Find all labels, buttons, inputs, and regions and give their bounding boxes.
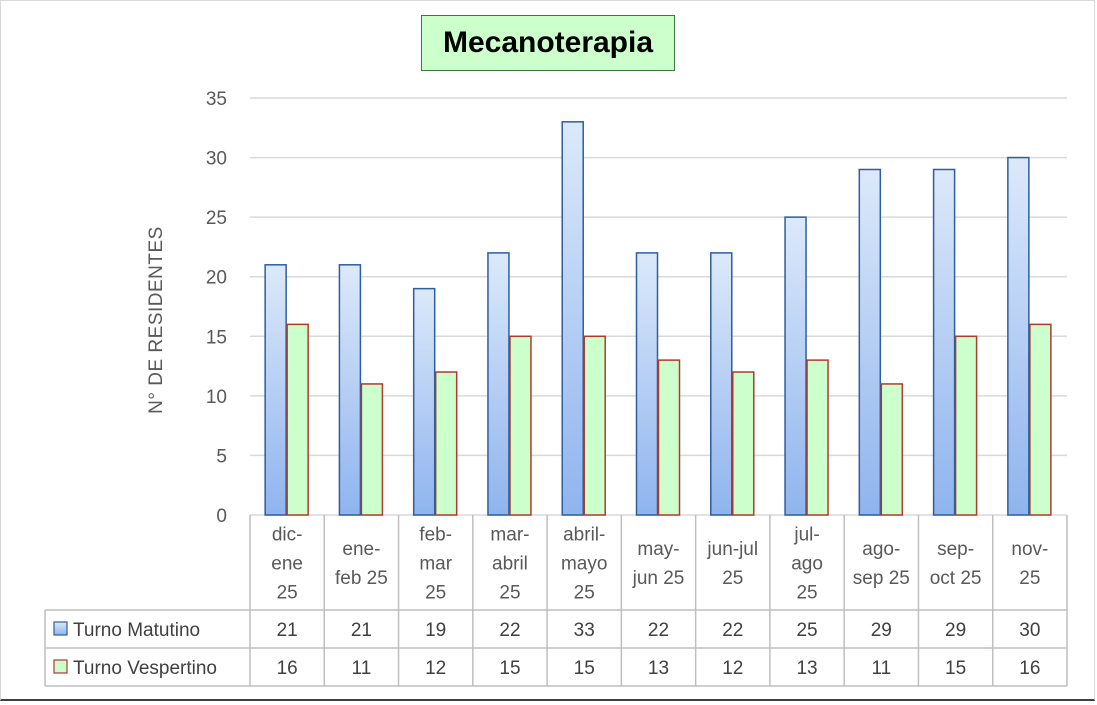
bar-turno-vespertino [360,383,384,516]
x-category-label: 25 [277,583,298,604]
x-category-label: jul- [793,525,819,546]
data-value-label: 12 [722,658,743,679]
x-category-label: abril- [563,525,605,546]
bar-turno-vespertino [1029,323,1052,516]
data-value-label: 22 [648,620,669,641]
data-value-label: 15 [945,658,966,679]
bar-turno-matutino [412,287,436,516]
bar-turno-vespertino [954,335,978,516]
chart-title: Mecanoterapia [421,15,675,71]
x-category-label: ago- [862,539,900,560]
bar-turno-matutino [487,252,510,516]
y-axis-label: N° DE RESIDENTES [146,226,167,414]
legend-label: Turno Matutino [73,620,200,641]
legend-key [53,659,68,674]
data-value-label: 22 [722,620,743,641]
legend-label: Turno Vespertino [73,658,217,679]
bar-turno-matutino [858,168,882,516]
x-category-label: 25 [499,583,520,604]
x-category-label: jun-jul [706,539,758,560]
bar-turno-matutino [710,252,733,516]
data-value-label: 29 [871,620,892,641]
y-tick-label: 5 [216,446,227,467]
data-value-label: 29 [945,620,966,641]
data-value-label: 30 [1019,620,1040,641]
data-value-label: 11 [352,658,372,679]
x-category-label: mar- [490,525,529,546]
bar-turno-matutino [561,121,584,516]
x-category-label: ago [791,554,823,575]
x-category-label: jun 25 [632,568,685,589]
y-tick-label: 35 [206,89,227,110]
data-table: dic-ene 25 ene-feb 25 feb-mar 25 mar-abril 25 a… [44,515,1068,687]
data-value-label: 19 [425,620,446,641]
x-category-label: 25 [574,583,595,604]
bar-turno-vespertino [583,335,606,516]
y-tick-label: 25 [206,208,227,229]
data-value-label: 16 [277,658,298,679]
bar-turno-matutino [1007,156,1030,516]
x-category-label: sep- [937,539,974,560]
data-value-label: 16 [1019,658,1040,679]
bar-turno-matutino [635,252,659,516]
bar-turno-vespertino [509,335,532,516]
x-category-label: 25 [722,568,743,589]
x-category-label: feb- [419,525,452,546]
bar-turno-vespertino [286,323,309,516]
bar-turno-matutino [932,168,956,516]
bars [264,121,1052,516]
y-tick-label: 10 [206,387,227,408]
x-category-label: ene [271,554,303,575]
bar-turno-vespertino [434,371,458,516]
data-value-label: 11 [871,658,891,679]
x-category-label: nov- [1011,539,1048,560]
data-value-label: 12 [425,658,446,679]
data-value-label: 15 [499,658,520,679]
bar-turno-vespertino [732,371,755,516]
x-category-label: abril [492,554,528,575]
data-value-label: 33 [574,620,595,641]
bar-turno-vespertino [657,359,681,516]
data-value-label: 25 [796,620,817,641]
x-category-label: ene- [342,539,380,560]
data-value-label: 22 [499,620,520,641]
data-value-label: 13 [648,658,669,679]
x-category-label: dic- [272,525,303,546]
x-category-label: oct 25 [930,568,982,589]
data-value-label: 15 [574,658,595,679]
x-category-label: 25 [796,583,817,604]
bar-turno-vespertino [880,383,904,516]
bar-turno-matutino [264,264,287,516]
x-category-label: mayo [561,554,607,575]
bar-turno-matutino [784,216,807,516]
y-tick-label: 0 [216,506,227,527]
x-category-label: feb 25 [335,568,388,589]
data-value-label: 21 [277,620,298,641]
y-tick-label: 20 [206,268,227,289]
x-category-label: may- [637,539,679,560]
data-value-label: 13 [796,658,817,679]
x-category-label: mar [419,554,452,575]
y-axis-ticks: 0 5 10 15 20 25 30 35 [206,89,227,527]
bar-turno-matutino [338,264,362,516]
x-category-label: 25 [425,583,446,604]
data-value-label: 21 [351,620,372,641]
legend-key [53,621,68,636]
y-tick-label: 15 [206,327,227,348]
x-category-label: sep 25 [853,568,910,589]
y-tick-label: 30 [206,149,227,170]
x-category-label: 25 [1019,568,1040,589]
bar-turno-vespertino [806,359,829,516]
